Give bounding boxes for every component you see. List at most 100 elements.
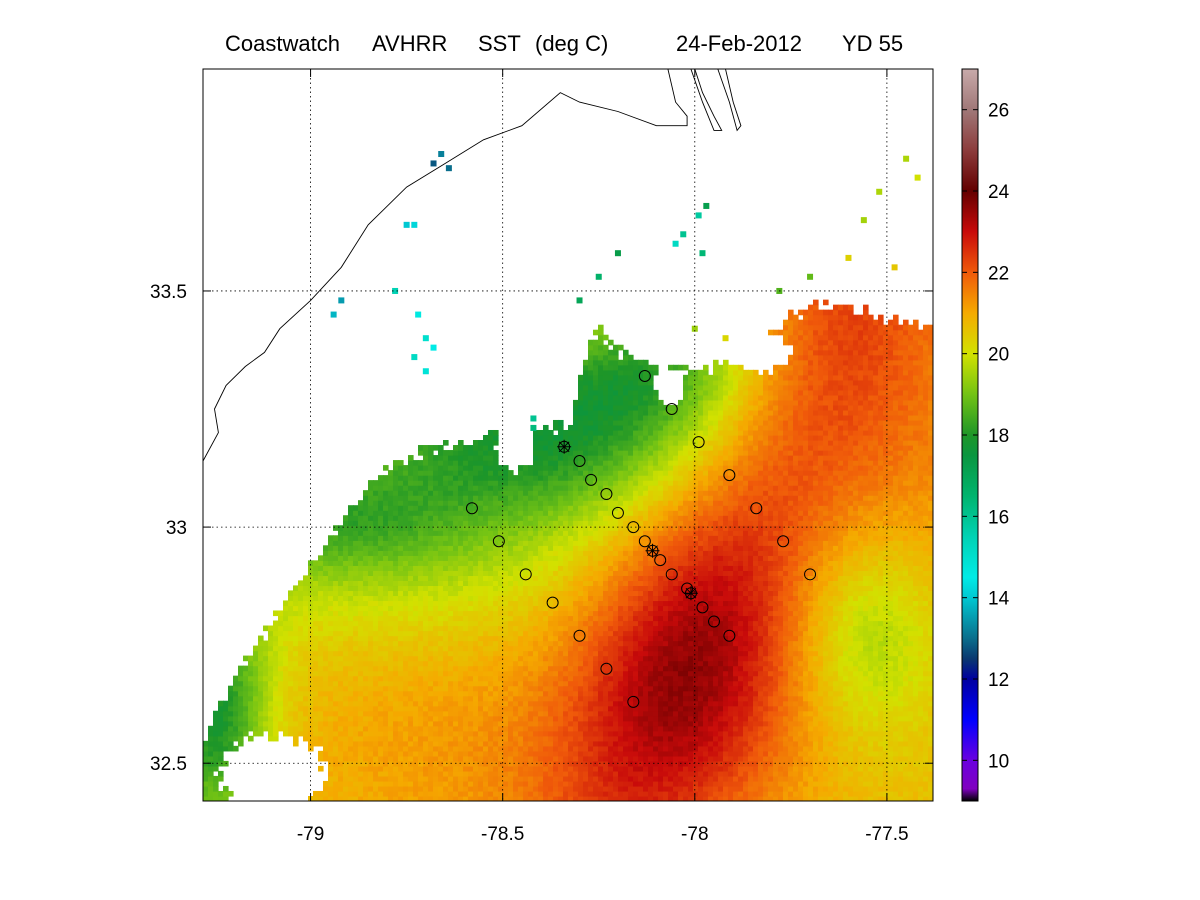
sst-pixel [413, 630, 419, 637]
sst-pixel [298, 640, 304, 647]
sst-pixel [563, 495, 569, 501]
sst-pixel [448, 710, 454, 717]
sst-pixel [403, 500, 409, 506]
sst-pixel [338, 595, 344, 602]
sst-pixel [623, 389, 629, 396]
sst-pixel [608, 585, 614, 592]
sst-pixel [368, 495, 374, 501]
sst-pixel [508, 525, 514, 531]
sst-pixel [533, 600, 539, 607]
sst-pixel [393, 720, 399, 727]
sst-pixel [338, 615, 344, 622]
sst-pixel [463, 745, 469, 752]
sst-pixel [518, 660, 524, 667]
sst-pixel [453, 725, 459, 732]
sst-pixel [488, 435, 494, 441]
sst-pixel [353, 730, 359, 737]
sst-pixel [533, 705, 539, 712]
sst-pixel [263, 660, 269, 667]
sst-pixel [453, 495, 459, 501]
sst-pixel [273, 685, 279, 692]
sst-pixel [398, 585, 404, 592]
sst-pixel [548, 795, 554, 801]
sst-pixel [363, 605, 369, 612]
sst-pixel [548, 720, 554, 727]
sst-pixel [588, 429, 594, 436]
sst-pixel [273, 630, 279, 637]
sst-pixel [578, 414, 584, 421]
sst-pixel [408, 640, 414, 647]
sst-pixel [443, 660, 449, 667]
sst-pixel [418, 540, 424, 546]
sst-pixel [433, 660, 439, 667]
sst-pixel [553, 720, 559, 727]
sst-pixel [588, 560, 594, 566]
sst-pixel [443, 460, 449, 466]
sst-pixel [538, 480, 544, 486]
sst-pixel [508, 750, 514, 757]
sst-pixel [443, 765, 449, 772]
sst-pixel [448, 505, 454, 511]
sst-pixel [618, 465, 624, 471]
sst-pixel [308, 605, 314, 612]
sst-pixel [398, 520, 404, 526]
sst-pixel [348, 690, 354, 697]
sst-pixel [623, 645, 629, 652]
sst-pixel [578, 710, 584, 717]
sst-pixel [558, 690, 564, 697]
sst-pixel [288, 645, 294, 652]
sst-pixel [483, 475, 489, 481]
sst-pixel [458, 660, 464, 667]
sst-pixel [488, 455, 494, 461]
sst-pixel [513, 650, 519, 657]
sst-pixel [498, 520, 504, 526]
sst-pixel [308, 610, 314, 617]
sst-pixel [358, 765, 364, 772]
sst-pixel [348, 530, 354, 536]
sst-pixel [528, 730, 534, 737]
sst-pixel [468, 550, 474, 556]
sst-pixel [568, 600, 574, 607]
sst-pixel [603, 520, 609, 526]
sst-pixel [583, 715, 589, 722]
sst-pixel [258, 635, 264, 642]
sst-pixel [253, 710, 259, 717]
sst-pixel [443, 525, 449, 531]
sst-pixel [328, 785, 334, 792]
sst-pixel [433, 665, 439, 672]
sst-pixel [378, 575, 384, 581]
sst-pixel [473, 650, 479, 657]
sst-pixel [568, 675, 574, 682]
sst-pixel [383, 655, 389, 662]
sst-pixel [523, 745, 529, 752]
sst-pixel [598, 505, 604, 511]
sst-pixel [403, 575, 409, 581]
sst-pixel [543, 560, 549, 566]
sst-pixel [508, 540, 514, 546]
sst-pixel [393, 625, 399, 632]
sst-pixel [608, 775, 614, 782]
sst-pixel [473, 705, 479, 712]
sst-pixel [393, 775, 399, 782]
sst-pixel [578, 490, 584, 496]
sst-pixel [603, 530, 609, 536]
sst-pixel [578, 470, 584, 476]
sst-pixel [558, 725, 564, 732]
sst-pixel [608, 490, 614, 496]
sst-pixel [318, 650, 324, 657]
sst-pixel [443, 590, 449, 597]
sst-pixel [463, 465, 469, 471]
sst-pixel [403, 535, 409, 541]
sst-pixel [603, 540, 609, 546]
sst-pixel [498, 630, 504, 637]
sst-pixel [253, 645, 259, 652]
sst-pixel [568, 715, 574, 722]
sst-pixel [583, 555, 589, 561]
sst-pixel [463, 695, 469, 702]
sst-pixel [323, 730, 329, 737]
sst-pixel [488, 565, 494, 571]
sst-pixel [278, 725, 284, 732]
sst-pixel [388, 590, 394, 597]
sst-pixel [333, 625, 339, 632]
sst-pixel [543, 625, 549, 632]
